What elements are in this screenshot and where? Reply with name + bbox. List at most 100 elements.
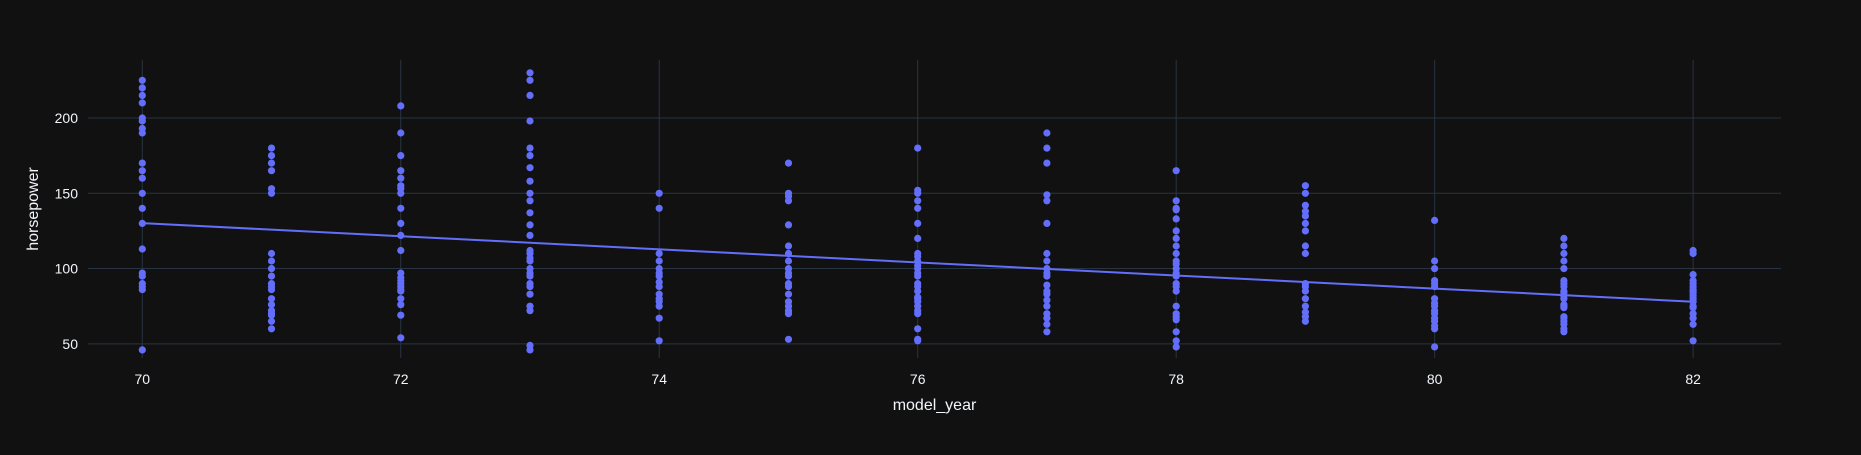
data-point: [267, 280, 276, 288]
data-point: [397, 231, 405, 239]
data-point: [784, 280, 793, 288]
data-point: [1172, 343, 1180, 351]
x-tick-label: 72: [393, 371, 409, 387]
data-point: [1172, 328, 1180, 336]
data-point: [138, 159, 146, 167]
data-point: [1043, 320, 1051, 328]
data-point: [914, 335, 922, 343]
data-point: [914, 293, 922, 301]
data-point: [397, 152, 405, 160]
x-tick-label: 76: [910, 371, 926, 387]
data-point: [1301, 207, 1309, 215]
data-point: [138, 174, 146, 182]
data-point: [267, 272, 276, 280]
data-point: [1172, 215, 1180, 223]
data-point: [526, 209, 534, 217]
data-point: [397, 295, 405, 303]
data-point: [138, 167, 146, 175]
data-point: [397, 246, 405, 255]
data-point: [1172, 227, 1180, 235]
data-point: [1172, 242, 1180, 250]
data-point: [138, 124, 146, 133]
data-point: [1301, 280, 1309, 288]
data-point: [526, 69, 534, 77]
data-point: [914, 186, 922, 194]
data-point: [267, 295, 276, 303]
data-point: [1043, 219, 1051, 227]
data-point: [1043, 287, 1051, 295]
data-point: [526, 341, 534, 349]
data-point: [267, 265, 276, 273]
data-point: [655, 314, 663, 322]
data-point: [1043, 129, 1051, 137]
y-tick-label: 200: [55, 110, 79, 126]
data-point: [1043, 265, 1051, 273]
data-point: [784, 290, 793, 298]
data-point: [1689, 337, 1697, 345]
data-point: [1431, 343, 1439, 351]
y-axis-title: horsepower: [25, 167, 42, 251]
data-point: [784, 242, 793, 250]
x-tick-label: 74: [651, 371, 667, 387]
data-point: [1560, 242, 1568, 250]
x-tick-label: 70: [134, 371, 150, 387]
data-point: [267, 152, 276, 160]
data-point: [1172, 197, 1180, 205]
data-point: [1301, 308, 1309, 316]
data-point: [267, 301, 276, 309]
data-point: [914, 204, 922, 212]
data-point: [1301, 219, 1309, 227]
data-point: [914, 280, 922, 288]
y-axis-ticks: 50 100 150 200: [55, 110, 79, 352]
data-point: [1172, 302, 1180, 310]
data-point: [655, 204, 663, 212]
data-point: [267, 249, 276, 258]
data-point: [1560, 257, 1568, 265]
data-point: [526, 302, 534, 310]
x-tick-label: 80: [1427, 371, 1443, 387]
data-point: [1172, 167, 1180, 175]
data-point: [784, 298, 793, 306]
data-point: [1043, 296, 1051, 304]
data-point: [526, 189, 534, 197]
data-point: [138, 189, 146, 197]
data-point: [138, 346, 146, 354]
data-point: [1689, 277, 1697, 285]
data-point: [914, 234, 922, 242]
data-point: [655, 257, 663, 265]
data-point: [655, 278, 663, 286]
data-point: [1689, 310, 1697, 318]
data-point: [1043, 302, 1051, 310]
data-point: [784, 189, 793, 197]
data-point: [1301, 182, 1309, 190]
data-point: [138, 76, 146, 84]
data-point: [1172, 249, 1180, 258]
data-point: [655, 290, 663, 298]
data-point: [397, 204, 405, 212]
data-point: [655, 189, 663, 197]
data-point: [914, 219, 922, 227]
data-point: [138, 245, 146, 253]
data-point: [138, 99, 146, 107]
data-point: [1689, 320, 1697, 328]
data-point: [526, 265, 534, 273]
data-point: [1043, 257, 1051, 265]
data-point: [784, 249, 793, 258]
data-point: [1689, 246, 1697, 255]
data-point: [397, 334, 405, 342]
data-point: [1560, 313, 1568, 321]
x-tick-label: 78: [1168, 371, 1184, 387]
data-point: [267, 257, 276, 265]
data-point: [1301, 201, 1309, 209]
data-point: [526, 144, 534, 152]
x-axis-title: model_year: [893, 397, 977, 414]
data-point: [1431, 295, 1439, 303]
data-point: [914, 144, 922, 152]
data-point: [526, 290, 534, 298]
data-point: [1560, 265, 1568, 273]
data-point: [1431, 257, 1439, 265]
data-point: [526, 117, 534, 125]
